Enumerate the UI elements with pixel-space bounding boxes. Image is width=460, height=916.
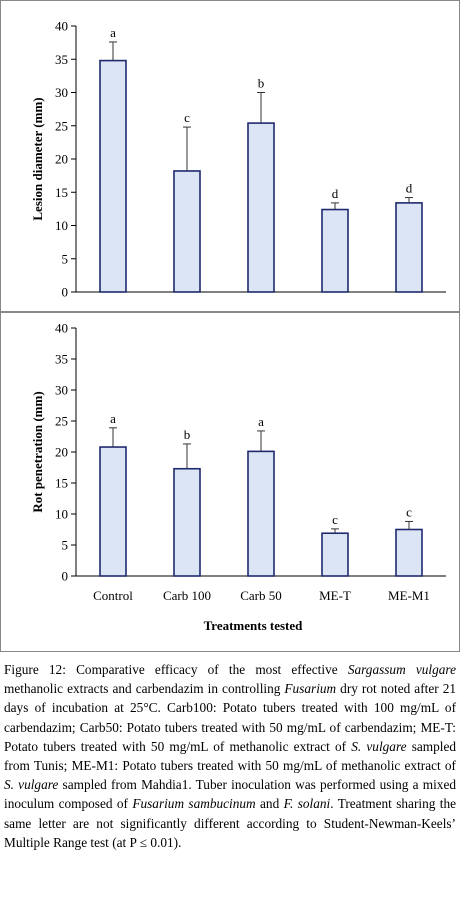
figure: 0 5 10 15 20 25 30 35 40 Lesion diameter (mm) a c b d… (0, 0, 460, 652)
x-tick-label: Control (93, 588, 133, 603)
y-tick-label: 35 (55, 352, 68, 367)
bar (247, 122, 275, 293)
significance-letter: d (332, 186, 339, 201)
x-tick-label: ME-T (319, 588, 351, 603)
figure-caption: Figure 12: Comparative efficacy of the m… (4, 660, 456, 852)
x-tick-label: Carb 100 (163, 588, 211, 603)
y-tick-label: 0 (62, 569, 69, 584)
y-tick-label: 0 (62, 285, 69, 300)
x-axis-title: Treatments tested (204, 618, 304, 633)
caption-part: Fusarium (284, 681, 337, 697)
lesion-diameter-chart: 0 5 10 15 20 25 30 35 40 Lesion diameter (mm) a c b d… (30, 19, 446, 300)
significance-letter: a (258, 414, 264, 429)
y-tick-label: 30 (55, 85, 68, 100)
y-tick-label: 35 (55, 52, 68, 67)
bar (395, 528, 423, 577)
caption-part: S. vulgare (351, 738, 407, 754)
bar (247, 450, 275, 577)
y-tick-label: 40 (55, 321, 68, 336)
caption-part: S. vulgare (4, 777, 59, 793)
significance-letter: b (258, 76, 265, 91)
y-tick-label: 5 (62, 538, 69, 553)
bar (321, 532, 349, 577)
caption-part: sampled from Mahdia1. Tuber inoculation … (4, 777, 456, 812)
x-tick-label: Carb 50 (240, 588, 282, 603)
caption-part: dry rot noted after 21 days of incubatio… (4, 681, 456, 754)
y-tick-label: 10 (55, 507, 68, 522)
y-tick-label: 25 (55, 414, 68, 429)
caption-label: Figure 12: (4, 662, 66, 677)
bar (99, 446, 127, 577)
y-tick-label: 30 (55, 383, 68, 398)
charts-canvas: 0 5 10 15 20 25 30 35 40 Lesion diameter (mm) a c b d… (0, 0, 460, 652)
bar (395, 202, 423, 293)
caption-part: Comparative efficacy of the most effecti… (65, 662, 348, 677)
bar (173, 170, 201, 293)
caption-part: and (255, 796, 284, 812)
significance-letter: b (184, 427, 191, 442)
bar (173, 467, 201, 577)
bottom-panel-frame (0, 312, 460, 652)
y-tick-label: 15 (55, 476, 68, 491)
y-tick-label: 15 (55, 185, 68, 200)
significance-letter: c (184, 110, 190, 125)
caption-part: . Treatment sharing the same letter are … (4, 796, 456, 850)
x-tick-label: ME-M1 (388, 588, 430, 603)
y-axis-title: Rot penetration (mm) (30, 391, 45, 512)
significance-letter: c (406, 504, 412, 519)
significance-letter: a (110, 25, 116, 40)
bar (321, 208, 349, 293)
y-tick-label: 20 (55, 152, 68, 167)
caption-part: sampled from Tunis; ME-M1: Potato tubers… (4, 738, 457, 774)
bar (99, 59, 127, 293)
rot-penetration-chart: 0 5 10 15 20 25 30 35 40 Rot penetration (mm) a Con… (30, 321, 446, 633)
caption-part: methanolic extracts and carbendazim in c… (4, 681, 285, 697)
caption-part: F. solani (283, 796, 331, 812)
caption-part: Fusarium sambucinum (132, 796, 256, 812)
y-tick-label: 25 (55, 118, 68, 133)
y-tick-label: 20 (55, 445, 68, 460)
significance-letter: c (332, 512, 338, 527)
top-panel-frame (0, 0, 460, 312)
y-axis-title: Lesion diameter (mm) (30, 97, 45, 220)
caption-body: Comparative efficacy of the most effecti… (4, 662, 456, 850)
significance-letter: a (110, 411, 116, 426)
caption-part: Sargassum vulgare (347, 662, 456, 677)
y-tick-label: 10 (55, 218, 68, 233)
y-tick-label: 5 (62, 251, 69, 266)
significance-letter: d (406, 181, 413, 196)
y-tick-label: 40 (55, 19, 68, 34)
